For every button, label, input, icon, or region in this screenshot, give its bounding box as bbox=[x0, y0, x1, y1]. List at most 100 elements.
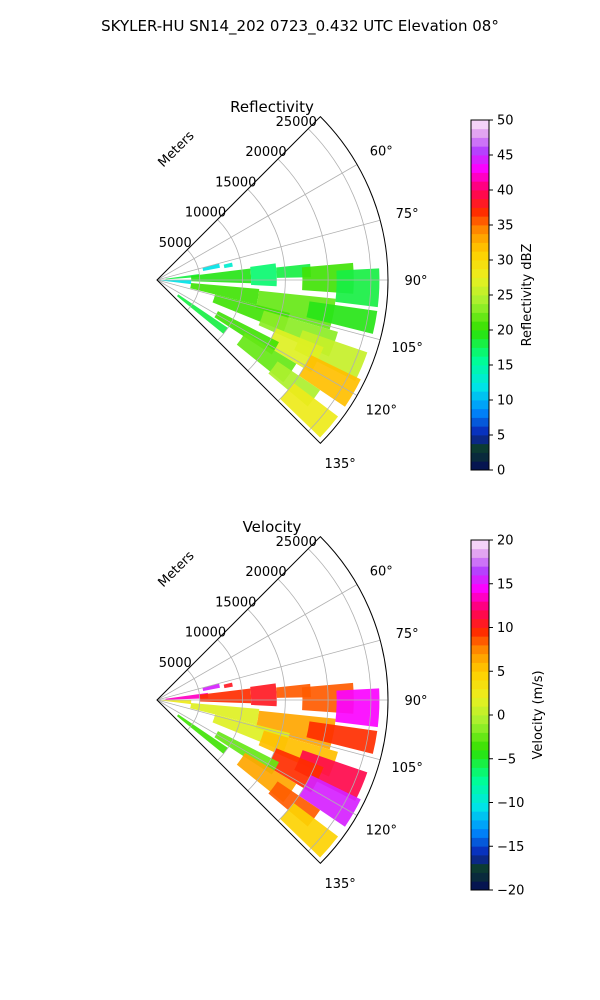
colorbar-segment bbox=[471, 636, 489, 646]
data-cell bbox=[202, 683, 220, 692]
radial-axis-label: Meters bbox=[156, 548, 198, 590]
colorbar-tick-label: 15 bbox=[497, 359, 514, 374]
polar-grid bbox=[156, 128, 388, 432]
panel-reflectivity: Reflectivity 5000 10000 15000 20000 25000 Mete… bbox=[156, 98, 535, 479]
data-cell bbox=[223, 262, 233, 269]
colorbar-segment bbox=[471, 452, 489, 462]
colorbar-segment bbox=[471, 566, 489, 576]
colorbar-segment bbox=[471, 260, 489, 270]
radial-tick-label: 5000 bbox=[159, 656, 192, 671]
grid-spoke bbox=[156, 584, 358, 701]
angle-tick-label: 120° bbox=[366, 404, 397, 419]
colorbar-segment bbox=[471, 793, 489, 803]
colorbar-segment bbox=[471, 706, 489, 716]
colorbar-segment bbox=[471, 338, 489, 348]
colorbar-segment bbox=[471, 802, 489, 812]
colorbar-segment bbox=[471, 277, 489, 287]
colorbar-segment bbox=[471, 400, 489, 410]
colorbar-tick-label: 25 bbox=[497, 289, 514, 304]
angle-tick-label: 105° bbox=[392, 341, 423, 356]
colorbar-segment bbox=[471, 715, 489, 725]
colorbar-segment bbox=[471, 408, 489, 418]
data-cell bbox=[250, 263, 277, 287]
colorbar-segment bbox=[471, 461, 489, 471]
colorbar-segment bbox=[471, 233, 489, 243]
polar-grid bbox=[156, 548, 388, 852]
data-cell bbox=[306, 721, 378, 754]
angle-tick-label: 105° bbox=[392, 761, 423, 776]
colorbar-segment bbox=[471, 653, 489, 663]
data-cell bbox=[250, 683, 277, 707]
sector-frame bbox=[156, 535, 389, 865]
colorbar-segment bbox=[471, 207, 489, 217]
data-cell bbox=[280, 382, 339, 438]
sector-frame bbox=[156, 115, 389, 445]
figure-title: SKYLER-HU SN14_202 0723_0.432 UTC Elevat… bbox=[101, 17, 499, 36]
colorbar-segment bbox=[471, 155, 489, 165]
colorbar-tick-label: 30 bbox=[497, 254, 514, 269]
colorbar-segment bbox=[471, 837, 489, 847]
colorbar-segment bbox=[471, 618, 489, 628]
colorbar-segment bbox=[471, 286, 489, 296]
colorbar-segment bbox=[471, 828, 489, 838]
colorbar-label: Velocity (m/s) bbox=[531, 670, 546, 759]
colorbar-segment bbox=[471, 540, 489, 550]
radial-tick-label: 15000 bbox=[215, 175, 256, 190]
angle-tick-label: 135° bbox=[324, 457, 355, 472]
angle-tick-label: 75° bbox=[396, 207, 419, 222]
colorbar-segment bbox=[471, 732, 489, 742]
colorbar-segment bbox=[471, 356, 489, 366]
colorbar-segment bbox=[471, 190, 489, 200]
colorbar-segment bbox=[471, 312, 489, 322]
colorbar-segment bbox=[471, 671, 489, 681]
panel-title: Velocity bbox=[243, 518, 302, 536]
radial-tick-label: 25000 bbox=[276, 535, 317, 550]
data-cell bbox=[335, 688, 380, 728]
grid-spoke bbox=[156, 279, 358, 396]
angle-tick-label: 75° bbox=[396, 627, 419, 642]
colorbar-tick-label: 0 bbox=[497, 464, 505, 479]
data-cell bbox=[202, 263, 220, 272]
colorbar-segment bbox=[471, 321, 489, 331]
colorbar-segment bbox=[471, 697, 489, 707]
radial-tick-label: 20000 bbox=[245, 565, 286, 580]
radial-tick-label: 10000 bbox=[185, 206, 226, 221]
data-cell bbox=[176, 714, 228, 754]
colorbar-segment bbox=[471, 767, 489, 777]
colorbar-tick-label: 40 bbox=[497, 184, 514, 199]
colorbar-segment bbox=[471, 268, 489, 278]
data-cell bbox=[306, 301, 378, 334]
colorbar-segment bbox=[471, 303, 489, 313]
angle-tick-label: 90° bbox=[404, 274, 427, 289]
colorbar-tick-label: −10 bbox=[497, 796, 524, 811]
colorbar-tick-label: 20 bbox=[497, 324, 514, 339]
colorbar: 0 5 10 15 20 25 30 35 40 45 50 Reflectivity dBZ bbox=[470, 114, 535, 479]
colorbar-segment bbox=[471, 146, 489, 156]
colorbar-segment bbox=[471, 688, 489, 698]
data-cell bbox=[199, 688, 252, 704]
colorbar-segment bbox=[471, 225, 489, 235]
colorbar-segment bbox=[471, 242, 489, 252]
colorbar-segment bbox=[471, 198, 489, 208]
colorbar-segment bbox=[471, 820, 489, 830]
colorbar-segment bbox=[471, 583, 489, 593]
colorbar-segment bbox=[471, 785, 489, 795]
colorbar-tick-label: 0 bbox=[497, 709, 505, 724]
colorbar-segment bbox=[471, 610, 489, 620]
colorbar-segment bbox=[471, 592, 489, 602]
colorbar-tick-label: 35 bbox=[497, 219, 514, 234]
colorbar-segment bbox=[471, 417, 489, 427]
data-cell bbox=[157, 280, 192, 285]
grid-spoke bbox=[156, 639, 381, 701]
colorbar-segment bbox=[471, 137, 489, 147]
colorbar-segment bbox=[471, 120, 489, 130]
grid-spoke bbox=[156, 219, 381, 281]
angle-tick-label: 60° bbox=[370, 145, 393, 160]
data-cell bbox=[298, 355, 361, 407]
data-cell bbox=[280, 802, 339, 858]
colorbar-segment bbox=[471, 601, 489, 611]
colorbar-segment bbox=[471, 443, 489, 453]
data-cell bbox=[190, 268, 252, 284]
colorbar-segment bbox=[471, 181, 489, 191]
data-cell bbox=[165, 692, 209, 700]
